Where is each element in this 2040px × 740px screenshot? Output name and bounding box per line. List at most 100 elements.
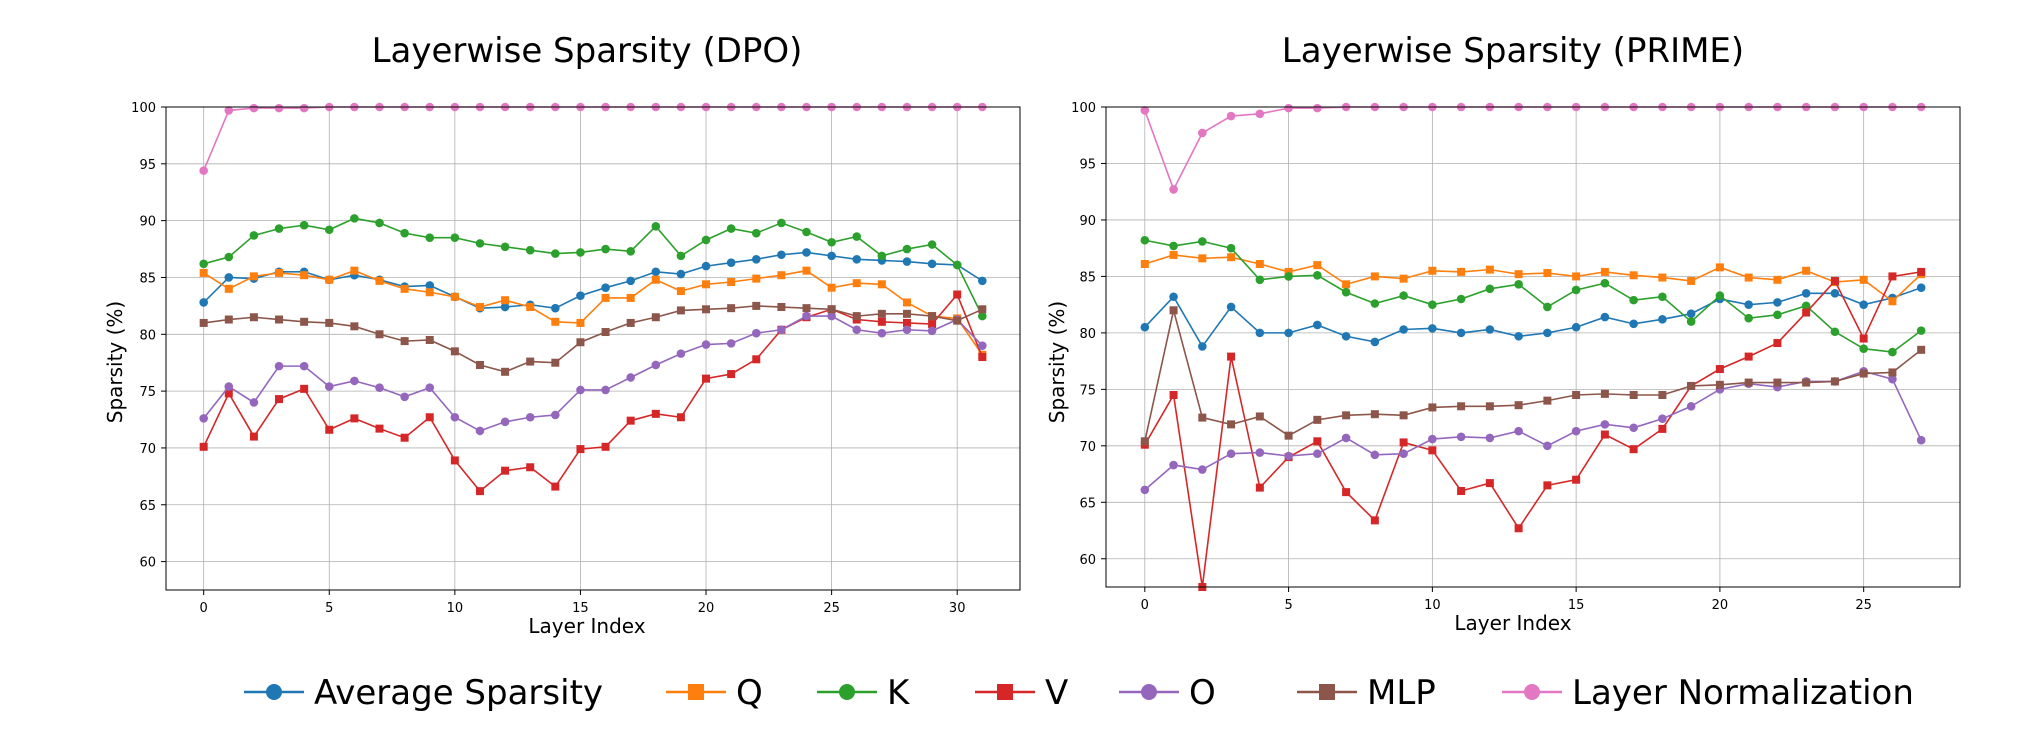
series-line (1144, 286, 1922, 348)
data-point (551, 249, 560, 258)
data-point (1916, 435, 1926, 445)
data-point (1571, 426, 1581, 436)
data-point (224, 315, 233, 324)
data-point (425, 413, 434, 422)
series-q (199, 266, 987, 359)
data-point (1370, 299, 1380, 308)
data-point (275, 315, 284, 324)
plot-frame (165, 106, 1021, 591)
data-point (827, 305, 836, 314)
data-point (1226, 111, 1236, 121)
data-point (274, 224, 284, 233)
data-point (751, 328, 761, 338)
data-point (375, 276, 384, 285)
chart-dpo: Layerwise Sparsity (DPO) Layer Index Spa… (103, 31, 1021, 638)
y-tick-label: 65 (1079, 496, 1096, 511)
data-point (224, 382, 234, 391)
data-point (1629, 271, 1638, 280)
data-point (1773, 378, 1782, 387)
data-point (1284, 267, 1293, 276)
data-point (576, 291, 585, 300)
gridlines (161, 106, 1020, 595)
x-tick-label: 20 (1712, 598, 1729, 613)
data-point (1715, 263, 1724, 272)
data-point (877, 251, 887, 261)
data-point (1457, 402, 1466, 411)
series-line (1144, 239, 1922, 353)
data-point (676, 287, 685, 296)
x-tick-label: 15 (572, 601, 589, 616)
data-point (1428, 300, 1437, 309)
data-point (1169, 306, 1178, 315)
y-tick-label: 75 (139, 385, 156, 400)
data-point (651, 313, 660, 322)
data-point (400, 284, 409, 293)
data-point (927, 240, 937, 249)
data-point (1428, 403, 1437, 412)
y-tick-label: 60 (1079, 553, 1096, 568)
data-point (1169, 391, 1178, 399)
data-point (1226, 449, 1236, 459)
data-point (702, 280, 711, 289)
data-point (952, 260, 962, 270)
data-point (475, 426, 485, 436)
data-point (501, 466, 510, 475)
data-point (350, 214, 359, 223)
data-point (1370, 337, 1380, 347)
data-point (626, 373, 635, 382)
data-point (400, 228, 409, 238)
data-point (1830, 276, 1839, 285)
data-point (274, 361, 284, 371)
data-point (300, 271, 309, 280)
data-point (1773, 339, 1782, 348)
data-point (1457, 487, 1466, 495)
data-point (199, 298, 208, 307)
data-point (551, 317, 560, 326)
data-point (1543, 269, 1552, 278)
legend-marker (1319, 684, 1335, 700)
data-point (551, 482, 560, 491)
data-point (450, 347, 459, 356)
data-point (375, 218, 384, 228)
data-point (1859, 300, 1868, 309)
gridlines (1101, 106, 1960, 592)
data-point (777, 325, 786, 335)
data-point (1140, 322, 1150, 332)
data-point (1600, 312, 1610, 322)
data-point (1399, 411, 1408, 420)
data-point (1543, 302, 1552, 312)
data-point (1543, 328, 1552, 338)
data-point (702, 374, 711, 383)
chart-prime: Layerwise Sparsity (PRIME) Layer Index S… (1045, 31, 1961, 635)
data-point (1342, 280, 1351, 289)
data-point (1313, 449, 1322, 459)
data-point (1255, 412, 1264, 421)
data-point (852, 325, 862, 335)
legend-label: O (1189, 673, 1216, 713)
data-point (1543, 441, 1552, 451)
data-point (1801, 289, 1811, 298)
data-point (1342, 488, 1351, 497)
data-point (1773, 310, 1782, 320)
data-point (978, 305, 987, 314)
x-tick-label: 20 (698, 601, 715, 616)
y-tick-label: 75 (1079, 383, 1096, 398)
data-point (475, 487, 484, 496)
legend-marker (839, 684, 855, 700)
series-o (199, 311, 987, 436)
data-point (726, 224, 736, 233)
data-point (1514, 270, 1523, 279)
legend-item-average-sparsity: Average Sparsity (244, 673, 603, 713)
data-point (802, 311, 811, 321)
legend-label: Layer Normalization (1572, 673, 1914, 713)
data-point (1198, 237, 1207, 246)
data-point (1744, 378, 1753, 387)
data-point (902, 257, 912, 266)
data-point (1572, 391, 1581, 399)
data-point (1313, 103, 1322, 113)
data-point (1255, 109, 1265, 119)
data-point (1600, 278, 1610, 288)
data-point (1284, 272, 1293, 281)
data-point (576, 338, 585, 347)
data-point (1140, 437, 1149, 446)
